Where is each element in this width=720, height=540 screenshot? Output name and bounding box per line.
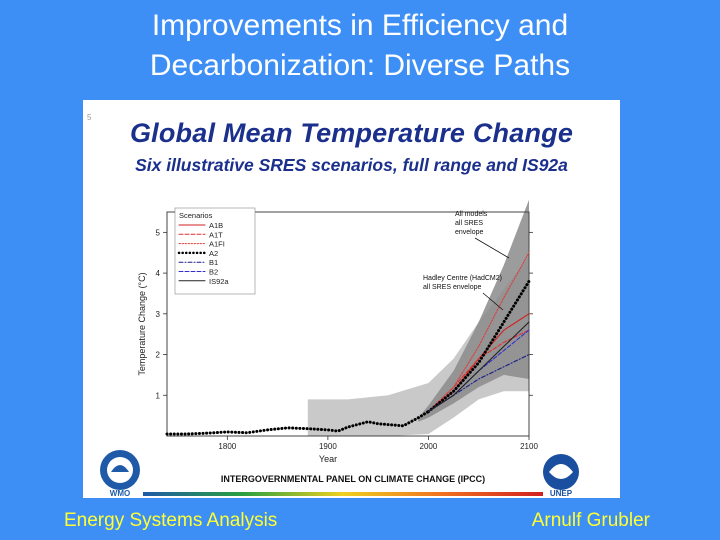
y-tick-label: 4 (156, 269, 161, 278)
slide-title: Improvements in Efficiency and Decarboni… (0, 6, 720, 86)
x-tick-label: 2100 (520, 442, 538, 451)
y-tick-label: 5 (156, 228, 161, 237)
annotation-hadcm2: Hadley Centre (HadCM2) all SRES envelope (423, 275, 504, 311)
x-axis-label: Year (319, 454, 337, 464)
chart-svg: 5 1 2 3 4 5 1800 1900 2000 2100 Temperature Chan… (87, 113, 579, 498)
slide-title-line2: Decarbonization: Diverse Paths (149, 49, 571, 82)
x-tick-label: 1800 (218, 442, 236, 451)
plot-frame (166, 211, 530, 437)
legend-label-a1t: A1T (209, 230, 223, 239)
legend-label-a1fi: A1FI (209, 240, 225, 249)
hadcm2-envelope (307, 256, 529, 436)
series-line-is92a (427, 321, 530, 413)
wmo-logo-text: WMO (110, 489, 130, 498)
annotation-arrow-hadcm2 (482, 292, 504, 311)
all-models-envelope (418, 199, 529, 422)
legend-title: Scenarios (179, 211, 213, 220)
slide-title-line1: Improvements in Efficiency and (151, 9, 569, 42)
chart-panel: Global Mean Temperature Change Six illus… (83, 100, 620, 498)
legend-label-is92a: IS92a (209, 277, 229, 286)
unep-logo-text: UNEP (550, 489, 573, 498)
legend-label-b2: B2 (209, 268, 218, 277)
annotation-all-models-line3: envelope (455, 229, 484, 236)
legend-label-a2: A2 (209, 249, 218, 258)
chart-subtitle: Six illustrative SRES scenarios, full ra… (135, 155, 568, 175)
y-tick-label: 1 (156, 391, 161, 400)
annotation-hadcm2-line2: all SRES envelope (423, 284, 481, 291)
legend-box (174, 207, 256, 295)
wmo-logo: WMO (100, 450, 140, 498)
annotation-all-models-line2: all SRES (455, 220, 483, 227)
x-tick-label: 2000 (420, 442, 438, 451)
legend-label-a1b: A1B (209, 221, 223, 230)
annotation-all-models: All models all SRES envelope (455, 211, 510, 259)
chart-title: Global Mean Temperature Change (129, 118, 574, 148)
y-tick-label: 3 (156, 310, 161, 319)
footer-left: Energy Systems Analysis (64, 510, 278, 531)
y-tick-label: 2 (156, 351, 161, 360)
series-line-a1fi (427, 252, 530, 413)
annotation-all-models-line1: All models (455, 211, 488, 218)
source-caption: INTERGOVERNMENTAL PANEL ON CLIMATE CHANG… (221, 474, 485, 484)
y-axis-label: Temperature Change (°C) (137, 272, 147, 375)
annotation-hadcm2-line1: Hadley Centre (HadCM2) (423, 275, 502, 282)
footer-right: Arnulf Grubler (531, 510, 650, 531)
annotation-arrow-all (474, 237, 510, 259)
x-tick-label: 1900 (319, 442, 337, 451)
unep-logo: UNEP (543, 454, 579, 498)
rainbow-bar (143, 492, 543, 496)
legend-label-b1: B1 (209, 258, 218, 267)
page-marker: 5 (87, 113, 92, 122)
series-line-a2 (426, 279, 531, 414)
plot-area: 1 2 3 4 5 1800 1900 2000 2100 (156, 199, 538, 451)
historical-series-line (165, 410, 430, 436)
